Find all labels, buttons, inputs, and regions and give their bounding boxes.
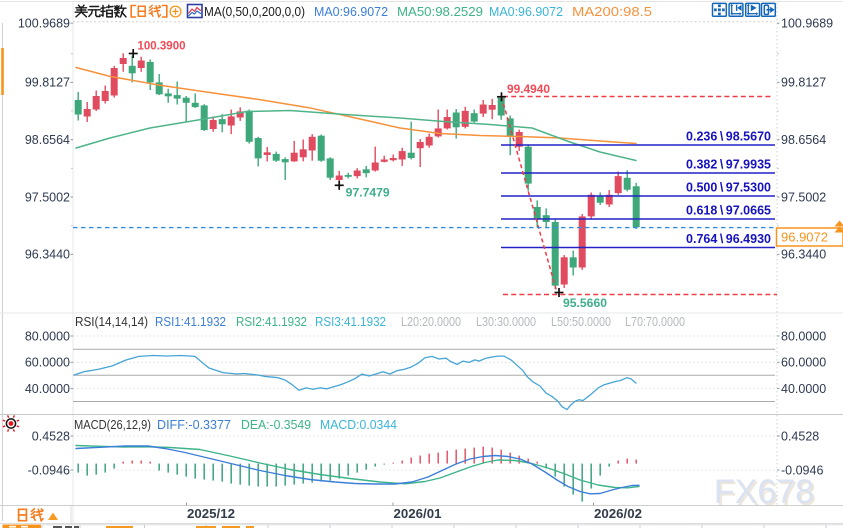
svg-text:97.5002: 97.5002 <box>781 190 826 204</box>
svg-text:L70:70.0000: L70:70.0000 <box>625 315 685 329</box>
svg-text:MA0:96.9072: MA0:96.9072 <box>314 4 388 19</box>
svg-text:0.382 \ 97.9935: 0.382 \ 97.9935 <box>686 158 771 172</box>
svg-text:-0.0946: -0.0946 <box>28 463 70 477</box>
svg-text:60.0000: 60.0000 <box>781 356 826 370</box>
svg-text:L50:50.0000: L50:50.0000 <box>551 315 611 329</box>
svg-text:L20:20.0000: L20:20.0000 <box>401 315 461 329</box>
svg-text:60.0000: 60.0000 <box>25 356 70 370</box>
svg-text:MACD(26,12,9): MACD(26,12,9) <box>74 418 151 432</box>
svg-text:2025/12: 2025/12 <box>187 507 235 521</box>
svg-text:RSI1:41.1932: RSI1:41.1932 <box>155 315 226 329</box>
svg-text:97.7479: 97.7479 <box>346 186 390 200</box>
svg-text:99.8127: 99.8127 <box>781 76 826 90</box>
svg-text:FX678: FX678 <box>716 475 816 513</box>
svg-text:MA200:98.5: MA200:98.5 <box>572 4 652 19</box>
svg-text:80.0000: 80.0000 <box>25 329 70 343</box>
svg-text:DIFF:-0.3377: DIFF:-0.3377 <box>157 418 231 432</box>
svg-text:80.0000: 80.0000 <box>781 329 826 343</box>
svg-text:0.618 \ 97.0665: 0.618 \ 97.0665 <box>686 204 771 218</box>
svg-text:FX678: FX678 <box>714 473 814 511</box>
svg-text:98.6564: 98.6564 <box>25 133 70 147</box>
svg-text:99.8127: 99.8127 <box>25 76 70 90</box>
svg-text:97.5002: 97.5002 <box>25 190 70 204</box>
svg-text:-0.0946: -0.0946 <box>781 463 823 477</box>
svg-text:MA(0,50,0,200,0,0): MA(0,50,0,200,0,0) <box>204 4 305 19</box>
svg-text:L30:30.0000: L30:30.0000 <box>476 315 536 329</box>
svg-text:FX678: FX678 <box>714 473 814 511</box>
svg-text:0.500 \ 97.5300: 0.500 \ 97.5300 <box>686 181 771 195</box>
svg-text:96.3440: 96.3440 <box>25 248 70 262</box>
svg-text:0.4528: 0.4528 <box>781 429 819 443</box>
svg-text:40.0000: 40.0000 <box>25 382 70 396</box>
svg-text:RSI(14,14,14): RSI(14,14,14) <box>75 315 148 329</box>
svg-text:0.4528: 0.4528 <box>32 429 70 443</box>
svg-text:96.3440: 96.3440 <box>781 248 826 262</box>
svg-text:MA0:96.9072: MA0:96.9072 <box>489 4 563 19</box>
svg-text:99.4940: 99.4940 <box>507 82 550 96</box>
svg-text:RSI2:41.1932: RSI2:41.1932 <box>236 315 307 329</box>
svg-text:0.764 \ 96.4930: 0.764 \ 96.4930 <box>686 232 771 246</box>
svg-text:100.9689: 100.9689 <box>18 17 70 31</box>
svg-text:MA50:98.2529: MA50:98.2529 <box>397 4 483 19</box>
svg-text:DEA:-0.3549: DEA:-0.3549 <box>241 418 311 432</box>
svg-text:95.5660: 95.5660 <box>563 296 607 310</box>
svg-text:0.236 \ 98.5670: 0.236 \ 98.5670 <box>686 130 771 144</box>
svg-text:2026/01: 2026/01 <box>394 507 442 521</box>
svg-text:98.6564: 98.6564 <box>781 133 826 147</box>
svg-text:96.9072: 96.9072 <box>781 230 828 245</box>
svg-text:MACD:0.0344: MACD:0.0344 <box>320 418 397 432</box>
svg-text:2026/02: 2026/02 <box>594 507 642 521</box>
svg-text:RSI3:41.1932: RSI3:41.1932 <box>315 315 386 329</box>
svg-text:100.3900: 100.3900 <box>138 39 186 53</box>
svg-text:100.9689: 100.9689 <box>781 17 833 31</box>
svg-text:40.0000: 40.0000 <box>781 382 826 396</box>
